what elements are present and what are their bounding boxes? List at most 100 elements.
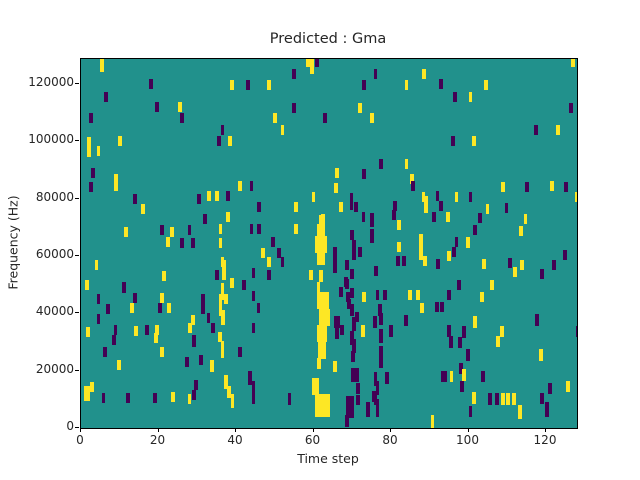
- heatmap-cell-purple: [191, 238, 196, 249]
- heatmap-cell-yellow: [96, 146, 101, 157]
- heatmap-cell-yellow: [422, 68, 426, 79]
- heatmap-cell-yellow: [423, 256, 428, 267]
- heatmap-cell-purple: [251, 380, 256, 396]
- heatmap-cell-yellow: [220, 283, 225, 301]
- heatmap-cell-yellow: [574, 191, 577, 202]
- heatmap-cell-purple: [379, 356, 384, 368]
- heatmap-cell-purple: [191, 335, 196, 347]
- heatmap-cell-purple: [157, 302, 162, 313]
- heatmap-cell-purple: [345, 259, 350, 270]
- heatmap-cell-yellow: [465, 237, 470, 248]
- heatmap-cell-yellow: [496, 335, 501, 348]
- heatmap-cell-purple: [404, 315, 409, 327]
- heatmap-cell-purple: [456, 280, 461, 291]
- heatmap-cell-purple: [238, 346, 243, 357]
- heatmap-cell-yellow: [166, 236, 171, 247]
- heatmap-cell-purple: [449, 336, 453, 348]
- heatmap-cell-yellow: [410, 173, 415, 184]
- heatmap-cell-yellow: [218, 223, 223, 234]
- heatmap-cell-yellow: [309, 59, 314, 74]
- heatmap-cell-yellow: [472, 136, 477, 147]
- heatmap-cell-yellow: [117, 136, 122, 147]
- heatmap-cell-yellow: [160, 346, 165, 357]
- y-tick-label: 60000: [35, 246, 74, 261]
- heatmap-cell-yellow: [214, 190, 219, 201]
- heatmap-cell-purple: [187, 225, 192, 236]
- heatmap-cell-yellow: [404, 80, 409, 91]
- heatmap-cell-purple: [352, 339, 357, 354]
- heatmap-cell-purple: [88, 113, 93, 124]
- heatmap-cell-purple: [439, 78, 444, 89]
- heatmap-cell-yellow: [571, 59, 576, 68]
- heatmap-cell-yellow: [519, 259, 524, 270]
- heatmap-cell-purple: [249, 223, 254, 234]
- heatmap-cell-purple: [563, 249, 567, 260]
- heatmap-cell-yellow: [162, 271, 167, 282]
- heatmap-cell-yellow: [506, 393, 511, 405]
- heatmap-cell-purple: [251, 323, 256, 334]
- heatmap-cell-purple: [552, 259, 557, 270]
- heatmap-cell-yellow: [418, 234, 423, 261]
- heatmap-cell-purple: [351, 367, 359, 383]
- heatmap-cell-purple: [547, 382, 552, 395]
- heatmap-cell-purple: [373, 372, 378, 387]
- heatmap-cell-yellow: [94, 259, 99, 270]
- heatmap-cell-purple: [267, 269, 271, 280]
- heatmap-cell-yellow: [90, 381, 95, 392]
- heatmap-cell-purple: [451, 246, 456, 257]
- heatmap-cell-yellow: [421, 191, 426, 202]
- heatmap-cell-purple: [454, 236, 459, 247]
- heatmap-cell-purple: [468, 405, 473, 418]
- heatmap-cell-purple: [113, 324, 118, 335]
- heatmap-cell-yellow: [294, 202, 298, 213]
- y-tick-mark: [75, 197, 79, 199]
- x-tick-label: 120: [533, 433, 557, 447]
- heatmap-cell-purple: [401, 256, 406, 267]
- heatmap-cell-purple: [439, 200, 443, 211]
- heatmap-cell-purple: [524, 182, 529, 193]
- y-tick-mark: [75, 312, 79, 314]
- heatmap-cell-yellow: [187, 393, 192, 404]
- heatmap-cell-purple: [256, 302, 261, 313]
- heatmap-cell-yellow: [218, 301, 223, 317]
- heatmap-cell-purple: [251, 394, 256, 405]
- heatmap-cell-yellow: [130, 303, 135, 314]
- heatmap-cell-purple: [369, 212, 374, 228]
- heatmap-cell-yellow: [500, 393, 505, 405]
- heatmap-cell-purple: [371, 390, 376, 403]
- heatmap-cell-purple: [466, 349, 471, 361]
- heatmap-cell-purple: [534, 124, 539, 135]
- heatmap-cell-purple: [345, 415, 350, 427]
- heatmap-cell-purple: [184, 357, 189, 368]
- heatmap-cell-purple: [392, 200, 397, 211]
- heatmap-cell-purple: [226, 190, 231, 201]
- heatmap-cell-purple: [378, 304, 383, 316]
- heatmap-cell-yellow: [267, 80, 271, 91]
- heatmap-cell-yellow: [447, 250, 452, 261]
- x-tick-mark: [312, 428, 314, 432]
- heatmap-cell-yellow: [230, 278, 235, 289]
- heatmap-cell-yellow: [318, 309, 331, 327]
- heatmap-cell-purple: [373, 316, 378, 328]
- heatmap-cell-purple: [569, 103, 574, 114]
- heatmap-cell-purple: [251, 291, 256, 302]
- x-tick-label: 0: [76, 433, 84, 447]
- heatmap-cell-yellow: [206, 190, 211, 201]
- heatmap-cell-purple: [104, 91, 109, 102]
- heatmap-cell-purple: [473, 225, 478, 236]
- heatmap-cell-yellow: [317, 357, 322, 370]
- heatmap-cell-yellow: [314, 393, 331, 417]
- x-tick-mark: [80, 428, 81, 432]
- heatmap-cell-yellow: [319, 215, 324, 226]
- heatmap-cell-purple: [349, 192, 354, 211]
- x-tick-mark: [467, 428, 469, 432]
- y-tick-label: 120000: [28, 74, 74, 89]
- heatmap-cell-yellow: [480, 291, 484, 302]
- heatmap-cell-yellow: [141, 203, 145, 214]
- heatmap-cell-yellow: [416, 289, 421, 300]
- heatmap-cell-yellow: [523, 214, 528, 225]
- heatmap-cell-purple: [356, 394, 360, 405]
- heatmap-cell-yellow: [261, 248, 266, 259]
- heatmap-cell-purple: [373, 68, 378, 79]
- heatmap-cell-yellow: [358, 103, 362, 114]
